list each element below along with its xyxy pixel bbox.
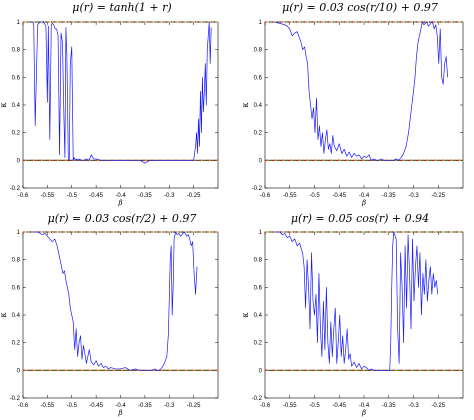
- y-tick-label: -0.2: [10, 396, 21, 402]
- x-tick-label: -0.4: [115, 403, 126, 409]
- y-tick-label: 1: [259, 230, 263, 236]
- y-tick-label: 0.2: [254, 341, 263, 347]
- y-tick-label: 0.2: [12, 341, 21, 347]
- x-tick-label: -0.3: [408, 193, 419, 199]
- y-tick-label: 0: [17, 158, 21, 164]
- x-tick-label: -0.35: [382, 403, 396, 409]
- x-tick-label: -0.5: [309, 193, 320, 199]
- x-tick-label: -0.3: [164, 403, 175, 409]
- y-tick-label: 0.2: [12, 131, 21, 137]
- x-tick-label: -0.6: [260, 403, 271, 409]
- plot-frame: [22, 21, 219, 189]
- x-axis-label: β: [361, 199, 366, 207]
- x-tick-label: -0.45: [332, 403, 346, 409]
- y-tick-label: 1: [17, 230, 21, 236]
- y-tick-label: 1: [259, 20, 263, 26]
- series-line: [274, 21, 449, 161]
- chart-panel-3: μ(r) = 0.03 cos(r/2) + 0.97 -0.2 0 0.2 0.4 0.…: [0, 212, 219, 417]
- x-tick-label: -0.35: [138, 193, 152, 199]
- x-tick-label: -0.35: [138, 403, 152, 409]
- y-tick-label: 0.6: [254, 75, 263, 81]
- x-tick-label: -0.25: [431, 403, 445, 409]
- y-tick-label: 0.8: [254, 258, 263, 264]
- x-tick-label: -0.5: [309, 403, 320, 409]
- y-tick-label: 0.6: [12, 75, 21, 81]
- y-axis-label: κ: [0, 103, 8, 108]
- y-tick-label: 0: [259, 368, 263, 374]
- y-tick-label: -0.2: [10, 186, 21, 192]
- y-tick-label: 0.4: [12, 313, 21, 319]
- x-tick-label: -0.4: [359, 403, 370, 409]
- x-tick-label: -0.45: [89, 403, 103, 409]
- x-tick-label: -0.55: [283, 193, 297, 199]
- x-axis-label: β: [117, 409, 122, 417]
- y-tick-label: 0.8: [254, 48, 263, 54]
- x-tick-label: -0.3: [408, 403, 419, 409]
- x-tick-label: -0.6: [18, 403, 29, 409]
- x-tick-label: -0.6: [18, 193, 29, 199]
- y-tick-label: -0.2: [252, 186, 263, 192]
- chart-title: μ(r) = tanh(1 + r): [72, 1, 171, 14]
- y-tick-label: 1: [17, 20, 21, 26]
- y-tick-label: 0.6: [12, 285, 21, 291]
- y-axis-label: κ: [241, 103, 250, 108]
- x-tick-label: -0.5: [67, 193, 78, 199]
- x-tick-label: -0.3: [164, 193, 175, 199]
- x-tick-label: -0.6: [260, 193, 271, 199]
- plot-frame: [264, 231, 464, 399]
- chart-title: μ(r) = 0.03 cos(r/10) + 0.97: [282, 1, 438, 14]
- y-tick-label: 0.6: [254, 285, 263, 291]
- x-axis-label: β: [117, 199, 122, 207]
- chart-panel-4: μ(r) = 0.05 cos(r) + 0.94 -0.2 0 0.2 0.4 0.6 0…: [241, 212, 464, 417]
- x-tick-label: -0.4: [359, 193, 370, 199]
- y-tick-label: 0.2: [254, 131, 263, 137]
- x-tick-label: -0.25: [187, 403, 201, 409]
- y-tick-label: 0.4: [254, 313, 263, 319]
- chart-title: μ(r) = 0.05 cos(r) + 0.94: [291, 212, 429, 225]
- x-tick-label: -0.45: [89, 193, 103, 199]
- chart-panel-2: μ(r) = 0.03 cos(r/10) + 0.97 -0.2 0 0.2 0.4 0…: [241, 1, 464, 207]
- y-tick-label: 0: [17, 368, 21, 374]
- y-tick-label: 0.4: [254, 103, 263, 109]
- y-axis-label: κ: [0, 313, 8, 318]
- x-tick-label: -0.4: [115, 193, 126, 199]
- y-tick-label: 0.4: [12, 103, 21, 109]
- x-tick-label: -0.35: [382, 193, 396, 199]
- series-line: [32, 231, 198, 371]
- x-axis-label: β: [361, 409, 366, 417]
- x-tick-label: -0.55: [283, 403, 297, 409]
- x-tick-label: -0.55: [41, 403, 55, 409]
- y-axis-label: κ: [241, 313, 250, 318]
- plot-frame: [264, 21, 464, 189]
- series-line: [274, 231, 439, 371]
- y-tick-label: 0.8: [12, 48, 21, 54]
- chart-title: μ(r) = 0.03 cos(r/2) + 0.97: [48, 212, 197, 225]
- x-tick-label: -0.45: [332, 193, 346, 199]
- y-tick-label: 0.8: [12, 258, 21, 264]
- x-tick-label: -0.55: [41, 193, 55, 199]
- x-tick-label: -0.5: [67, 403, 78, 409]
- y-tick-label: 0: [259, 158, 263, 164]
- y-tick-label: -0.2: [252, 396, 263, 402]
- x-tick-label: -0.25: [187, 193, 201, 199]
- plot-frame: [22, 231, 219, 399]
- chart-panel-1: μ(r) = tanh(1 + r) -0.2 0 0.2 0.4 0.6 0.8 1 -0.6…: [0, 1, 219, 207]
- series-line: [30, 21, 212, 164]
- x-tick-label: -0.25: [431, 193, 445, 199]
